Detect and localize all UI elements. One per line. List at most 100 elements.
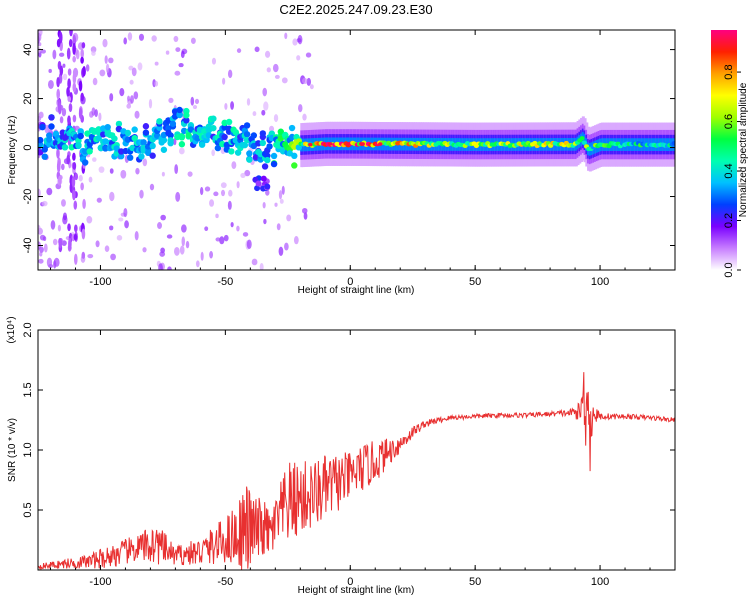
heat-cell — [41, 153, 48, 160]
heat-cell — [48, 123, 55, 130]
heat-cell — [127, 32, 133, 41]
heat-cell — [254, 46, 260, 53]
heat-cell — [279, 198, 284, 204]
heat-cell — [167, 132, 174, 139]
heat-cell — [278, 246, 284, 256]
heat-cell — [236, 181, 240, 189]
heat-cell — [137, 62, 143, 71]
heat-cell — [99, 69, 106, 77]
heat-cell — [86, 216, 93, 224]
heat-cell — [109, 225, 114, 231]
x-tick-label: 50 — [469, 276, 481, 288]
heat-cell — [72, 114, 77, 123]
heat-cell — [67, 78, 71, 89]
heat-cell — [581, 140, 587, 145]
heat-cell — [109, 191, 115, 202]
snr-background — [38, 330, 675, 570]
heat-cell — [178, 141, 186, 148]
heat-cell — [302, 207, 308, 214]
heat-cell — [220, 189, 226, 197]
heat-cell — [39, 246, 44, 253]
heat-cell — [183, 112, 190, 119]
heat-cell — [273, 114, 279, 123]
x-tick-label: -100 — [89, 576, 111, 588]
heat-cell — [124, 220, 129, 229]
heat-cell — [39, 251, 43, 257]
x-tick-label: -50 — [217, 276, 233, 288]
heat-cell — [209, 250, 214, 259]
heat-cell — [227, 200, 232, 210]
heat-cell — [92, 77, 98, 86]
heat-cell — [72, 42, 76, 55]
heat-cell — [81, 228, 86, 240]
heat-cell — [78, 80, 83, 92]
heat-cell — [126, 103, 132, 109]
heat-cell — [58, 52, 65, 57]
heat-cell — [252, 111, 257, 117]
heat-cell — [72, 72, 77, 85]
heat-cell — [288, 124, 296, 132]
heat-cell — [52, 238, 58, 246]
heat-cell — [142, 129, 150, 136]
heat-cell — [82, 159, 89, 166]
heat-cell — [39, 234, 46, 241]
heat-cell — [270, 160, 278, 168]
heat-cell — [82, 65, 86, 77]
heat-cell — [215, 213, 219, 219]
heat-cell — [40, 49, 46, 54]
heat-cell — [67, 223, 71, 232]
heat-cell — [266, 143, 273, 150]
heat-cell — [230, 221, 234, 228]
heat-cell — [160, 214, 166, 221]
snr-series-line — [38, 372, 675, 570]
heat-cell — [219, 236, 225, 245]
heat-cell — [149, 142, 156, 150]
colorbar: 0.0 0.2 0.4 0.6 0.8 Normalized spectral ampl… — [711, 30, 749, 278]
heat-cell — [264, 156, 271, 164]
heat-cell — [160, 146, 168, 153]
snr-y-label: SNR (10 * v/v) — [7, 418, 18, 482]
heat-cell — [250, 132, 258, 139]
heat-cell — [260, 175, 267, 182]
heat-cell — [183, 117, 190, 124]
heat-cell — [220, 182, 227, 189]
heat-cell — [174, 70, 181, 76]
heat-cell — [243, 131, 251, 138]
heat-cell — [131, 67, 137, 77]
heat-cell — [52, 49, 57, 60]
heat-cell — [302, 77, 308, 85]
colorbar-tick-label: 0.8 — [723, 64, 735, 79]
heat-cell — [211, 57, 217, 65]
heat-cell — [190, 37, 196, 44]
heat-cell — [46, 132, 53, 139]
heat-cell — [67, 95, 72, 103]
heat-hotspot — [328, 142, 333, 146]
heat-cell — [199, 187, 204, 196]
heat-cell — [62, 63, 66, 68]
heat-cell — [225, 118, 233, 126]
heat-cell — [68, 237, 72, 250]
heat-cell — [148, 98, 153, 109]
heat-cell — [209, 199, 215, 207]
heat-hotspot — [360, 142, 365, 146]
heat-cell — [263, 101, 269, 111]
heat-cell — [66, 154, 71, 165]
heat-cell — [56, 148, 60, 159]
y-tick-label: 2.0 — [22, 322, 34, 337]
heat-cell — [236, 48, 242, 53]
heat-cell — [227, 69, 233, 79]
heat-cell — [259, 139, 267, 147]
heat-cell — [53, 257, 60, 267]
heat-cell — [57, 102, 62, 115]
heat-cell — [57, 224, 61, 232]
heat-cell — [86, 148, 93, 155]
heat-cell — [167, 139, 174, 147]
heat-cell — [96, 197, 102, 203]
heat-hotspot — [308, 142, 313, 147]
snr-panel: -100 -50 0 50 100 0.5 1.0 1.5 2.0 Height of str… — [6, 316, 676, 596]
heat-cell — [56, 38, 61, 48]
heat-cell — [240, 172, 246, 178]
heat-cell — [68, 103, 73, 113]
heat-cell — [222, 77, 226, 85]
heat-cell — [120, 169, 127, 179]
